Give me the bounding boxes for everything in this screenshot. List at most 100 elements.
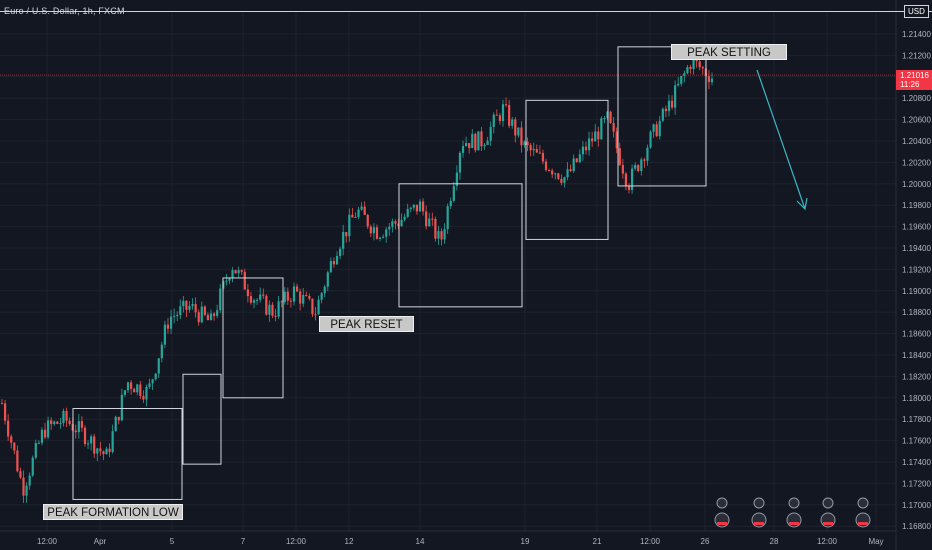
annotation-peak-formation-low[interactable]: PEAK FORMATION LOW <box>43 504 183 520</box>
candle-body <box>302 294 305 304</box>
candle-body <box>283 291 286 303</box>
candle-body <box>492 114 495 127</box>
y-tick-label: 1.19400 <box>902 244 931 253</box>
candle-body <box>375 227 379 239</box>
highlight-box[interactable] <box>182 373 222 465</box>
event-emblem-icon[interactable] <box>751 497 767 528</box>
highlight-box[interactable] <box>398 183 523 308</box>
candle-body <box>615 131 618 149</box>
x-tick-label: Apr <box>94 537 107 546</box>
candle-body <box>65 411 68 421</box>
candle-body <box>369 226 372 234</box>
arrow-shaft <box>756 69 806 210</box>
candle-body <box>50 420 53 425</box>
candle-body <box>317 299 320 315</box>
annotation-peak-reset[interactable]: PEAK RESET <box>319 316 414 332</box>
candle-body <box>477 131 480 151</box>
candle-body <box>378 237 382 239</box>
event-emblem-icon[interactable] <box>855 497 871 528</box>
candle-body <box>151 379 154 384</box>
candle-body <box>34 442 37 458</box>
candle-body <box>437 231 440 239</box>
y-tick-label: 1.19000 <box>902 287 931 296</box>
event-emblem-icon[interactable] <box>820 497 836 528</box>
candle-body <box>465 142 468 147</box>
candle-body <box>228 278 231 281</box>
candle-body <box>557 173 560 179</box>
candle-body <box>133 388 136 393</box>
highlight-box[interactable] <box>72 408 183 500</box>
candle-body <box>587 138 591 151</box>
candle-body <box>320 293 323 300</box>
candle-body <box>547 169 551 171</box>
highlight-box[interactable] <box>525 99 609 240</box>
candle-body <box>495 114 498 116</box>
candle-body <box>351 214 354 218</box>
candle-body <box>37 442 40 444</box>
candle-body <box>634 165 637 169</box>
candle-body <box>114 416 117 432</box>
candle-body <box>455 172 458 186</box>
candle-body <box>409 207 412 209</box>
candle-body <box>157 358 160 374</box>
candle-body <box>630 168 634 191</box>
x-tick-label: 14 <box>416 537 425 546</box>
candle-body <box>154 373 157 380</box>
x-tick-label: 5 <box>170 537 175 546</box>
candle-body <box>231 270 234 279</box>
y-tick-label: 1.17200 <box>902 479 931 488</box>
y-tick-label: 1.18600 <box>902 330 931 339</box>
candle-body <box>498 115 502 122</box>
candle-body <box>240 270 243 272</box>
candle-body <box>259 294 262 300</box>
y-axis: 1.214001.212001.210001.208001.206001.204… <box>902 30 931 531</box>
candle-body <box>366 214 369 227</box>
candle-body <box>335 255 339 265</box>
candle-body <box>526 141 529 146</box>
candle-body <box>661 108 664 121</box>
y-tick-label: 1.21400 <box>902 30 931 39</box>
candle-body <box>520 127 523 146</box>
candle-body <box>197 312 200 323</box>
candle-body <box>274 315 277 317</box>
candle-body <box>572 158 575 172</box>
candle-body <box>674 85 677 108</box>
candle-body <box>194 304 197 313</box>
candle-body <box>268 304 271 315</box>
event-emblem-icon[interactable] <box>786 497 802 528</box>
candle-body <box>529 145 532 151</box>
candle-body <box>326 272 329 287</box>
currency-badge[interactable]: USD <box>904 5 929 18</box>
candle-body <box>332 261 336 265</box>
candle-body <box>504 104 508 106</box>
candle-body <box>471 133 474 149</box>
candle-body <box>142 395 145 400</box>
highlight-box[interactable] <box>617 46 707 187</box>
candle-body <box>83 427 87 444</box>
candle-body <box>3 403 7 421</box>
x-tick-label: 12:00 <box>640 537 661 546</box>
candle-body <box>28 475 31 486</box>
event-emblem-icon[interactable] <box>714 497 730 528</box>
candle-body <box>664 108 667 112</box>
candle-body <box>514 119 517 136</box>
annotation-peak-setting[interactable]: PEAK SETTING <box>671 44 787 60</box>
x-tick-label: 12:00 <box>817 537 838 546</box>
candle-body <box>289 300 293 302</box>
x-tick-label: 12 <box>345 537 354 546</box>
y-tick-label: 1.19600 <box>902 223 931 232</box>
candle-body <box>360 206 363 210</box>
candle-body <box>136 384 139 393</box>
highlight-box[interactable] <box>222 277 284 399</box>
candle-body <box>649 131 652 148</box>
candle-body <box>22 477 25 496</box>
candle-body <box>643 159 646 161</box>
candle-body <box>120 394 123 421</box>
candle-body <box>308 296 311 299</box>
candle-body <box>449 200 452 207</box>
candle-body <box>486 140 489 145</box>
candle-body <box>609 111 612 123</box>
candle-body <box>188 306 191 310</box>
candle-body <box>68 420 71 424</box>
